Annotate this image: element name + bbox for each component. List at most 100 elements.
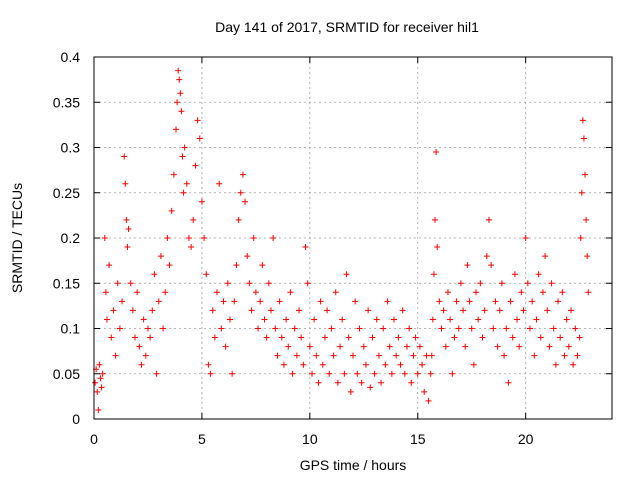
data-point [367,384,374,391]
data-point [330,352,337,359]
data-point [116,325,123,332]
data-point [483,253,490,260]
data-point [147,334,154,341]
data-point [99,370,106,377]
data-point [276,298,283,305]
data-point [496,307,503,314]
data-point [124,244,131,251]
data-point [451,334,458,341]
data-point [142,352,149,359]
data-point [203,271,210,278]
data-point [464,262,471,269]
data-point [321,334,328,341]
data-point [205,361,212,368]
data-point [129,307,136,314]
data-point [274,352,281,359]
data-point [174,99,181,106]
data-point [427,370,434,377]
data-point [337,343,344,350]
data-point [511,271,518,278]
data-point [250,235,257,241]
data-point [369,334,376,341]
data-point [585,289,592,296]
data-point [352,298,359,305]
data-point [380,325,387,332]
chart-title: Day 141 of 2017, SRMTID for receiver hil… [215,19,479,35]
data-point [176,76,183,83]
data-point [520,307,527,314]
data-point [291,325,298,332]
data-point [423,352,430,359]
data-point [108,334,115,341]
data-point [166,262,173,269]
data-point [285,343,292,350]
data-point [112,352,119,359]
data-point [485,216,492,223]
data-point [460,307,467,314]
data-point [365,307,372,314]
data-point [395,334,402,341]
data-point [393,352,400,359]
data-point [289,370,296,377]
data-point [222,343,229,350]
data-point [263,334,270,341]
data-point [183,180,190,187]
data-point [123,216,130,223]
data-point [181,144,188,151]
data-point [198,198,205,205]
data-point [185,235,192,241]
data-point [170,171,177,178]
x-tick-labels: 0 5 10 15 20 [90,431,534,447]
data-point [462,343,469,350]
data-point [300,361,307,368]
data-point [280,361,287,368]
data-point [298,334,305,341]
data-point [103,316,110,323]
data-point [231,298,238,305]
data-point [457,280,464,287]
data-point [272,325,279,332]
data-point [378,379,385,386]
data-point [501,352,508,359]
x-tick-label: 0 [90,431,98,447]
data-point [233,262,240,269]
data-point [235,216,242,223]
data-point [121,153,128,160]
data-point [216,180,223,187]
data-point [526,325,533,332]
data-point [98,384,105,391]
data-point [102,289,109,296]
data-point [287,289,294,296]
data-point [350,352,356,359]
data-point [455,325,462,332]
data-point [296,307,303,314]
data-point [334,379,341,386]
data-point [270,235,277,241]
y-tick-label: 0 [72,411,80,427]
data-point [479,334,486,341]
data-point [345,334,352,341]
data-point [475,316,482,323]
data-point [308,370,315,377]
data-point [438,325,445,332]
data-point [399,307,406,314]
data-point [180,189,187,196]
data-point [434,244,441,251]
data-point [92,379,99,386]
data-point [539,289,546,296]
data-point [544,307,551,314]
data-point [209,307,216,314]
data-point [127,280,134,287]
data-point [356,325,363,332]
data-point [339,316,346,323]
data-point [555,298,562,305]
data-point [386,343,393,350]
data-point [548,280,555,287]
points-layer [92,67,592,413]
data-point [425,397,432,404]
data-point [97,375,104,382]
y-tick-label: 0.15 [53,275,80,291]
data-point [257,298,264,305]
data-point [196,135,203,142]
data-point [151,271,158,278]
